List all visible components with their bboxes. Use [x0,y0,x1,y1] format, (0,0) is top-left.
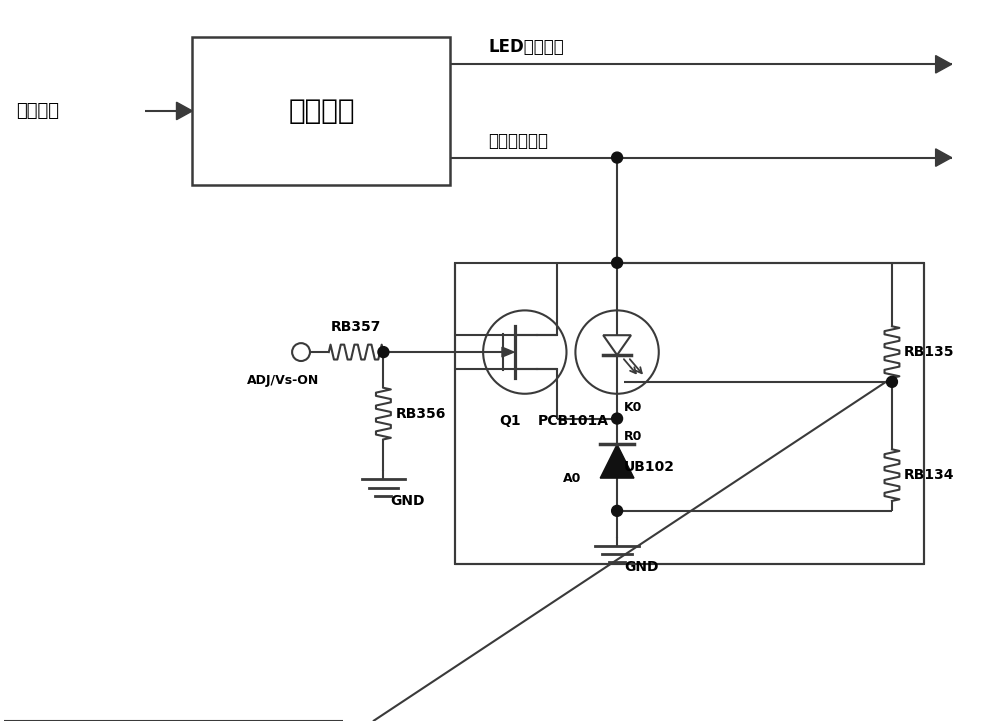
Circle shape [887,376,897,387]
Polygon shape [600,445,634,478]
Circle shape [612,413,623,424]
FancyBboxPatch shape [192,36,450,185]
Text: LED供电输出: LED供电输出 [488,38,564,56]
Text: GND: GND [624,560,659,574]
Text: ADJ/Vs-ON: ADJ/Vs-ON [246,374,319,387]
Circle shape [612,257,623,268]
FancyBboxPatch shape [455,263,924,565]
Text: RB134: RB134 [904,468,954,482]
Circle shape [378,347,389,358]
Polygon shape [603,335,631,355]
Text: 主板供电输出: 主板供电输出 [488,132,548,150]
Text: RB135: RB135 [904,345,954,359]
Circle shape [612,505,623,516]
Text: K0: K0 [624,400,642,413]
Polygon shape [177,102,192,119]
Polygon shape [936,149,952,167]
Polygon shape [936,56,952,73]
Text: PCB101A: PCB101A [538,413,609,428]
Polygon shape [502,347,514,357]
Text: UB102: UB102 [624,460,675,474]
Text: RB356: RB356 [395,407,446,421]
Text: R0: R0 [624,430,642,443]
Text: Q1: Q1 [499,413,521,428]
Text: 供电电路: 供电电路 [288,97,355,125]
Circle shape [612,152,623,163]
Text: GND: GND [390,494,425,508]
Text: A0: A0 [563,471,581,484]
Text: RB357: RB357 [331,320,381,334]
Text: 市电输入: 市电输入 [16,102,59,120]
